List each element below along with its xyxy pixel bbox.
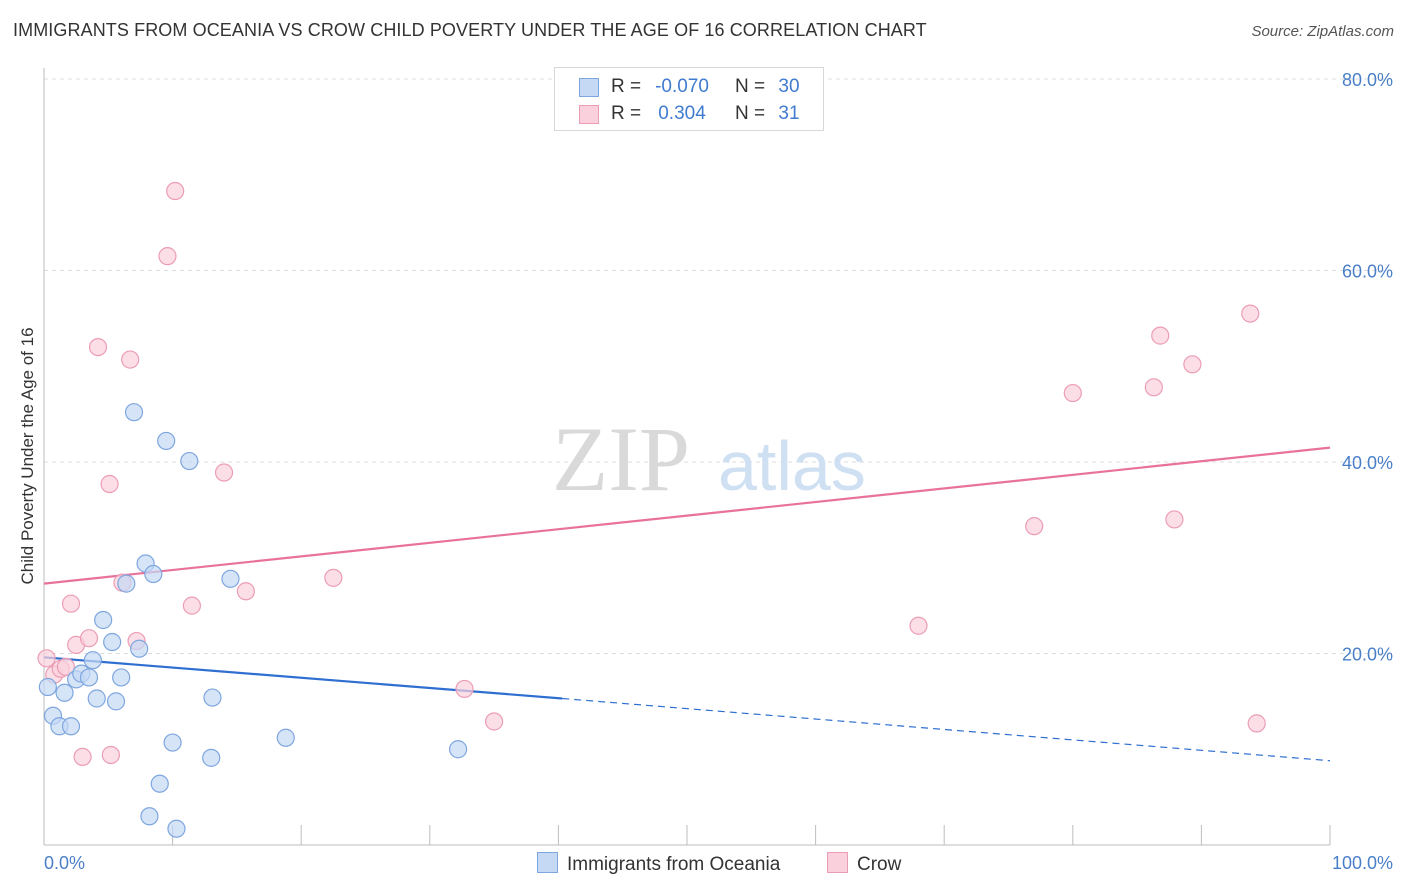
source-label: Source: ZipAtlas.com [1251, 23, 1394, 40]
oceania-point [79, 668, 99, 687]
legend-row-crow: R = 0.304 N = 31 [555, 101, 823, 127]
crow-point [455, 679, 474, 699]
crow-point [88, 338, 108, 357]
crow-point [236, 582, 256, 601]
oceania-point [203, 688, 222, 707]
oceania-point [144, 564, 163, 584]
legend-item-oceania[interactable]: Immigrants from Oceania [537, 852, 780, 876]
crow-point [485, 712, 504, 731]
oceania-point [103, 632, 122, 652]
oceania-point [150, 774, 169, 793]
n-label: N = [735, 103, 766, 124]
crow-point [37, 649, 56, 668]
tick-labels: 20.0% 40.0% 60.0% 80.0% 0.0% 100.0% [44, 70, 1393, 873]
crow-point [61, 594, 81, 613]
oceania-point [117, 574, 136, 593]
crow-point [121, 350, 140, 369]
oceania-swatch [579, 78, 599, 97]
n-label: N = [735, 76, 766, 97]
crow-point [1025, 517, 1044, 536]
y-tick-label: 80.0% [1342, 70, 1393, 90]
r-label: R = [611, 103, 642, 124]
x-tick-label-max: 100.0% [1332, 853, 1393, 873]
y-tick-label: 60.0% [1342, 262, 1393, 282]
n-value: 30 [778, 76, 800, 97]
axes [43, 68, 1331, 846]
oceania-point [167, 819, 186, 838]
crow-point [73, 747, 92, 767]
crow-point [56, 657, 75, 677]
watermark: ZIP atlas [552, 408, 866, 510]
crow-point [100, 474, 119, 494]
crow-point [1247, 714, 1266, 733]
crow-point [182, 596, 201, 615]
crow-point [214, 463, 234, 482]
crow-point [166, 181, 185, 201]
crow-point [1151, 326, 1170, 345]
legend-row-oceania: R = -0.070 N = 30 [555, 74, 823, 100]
x-tick-label-min: 0.0% [44, 853, 85, 873]
crow-point [1183, 355, 1202, 374]
y-tick-label: 20.0% [1342, 645, 1393, 665]
oceania-point [83, 651, 102, 670]
oceania-trend-extension [562, 697, 1331, 762]
y-tick-label: 40.0% [1342, 453, 1393, 473]
crow-point [1241, 304, 1260, 323]
oceania-point [180, 451, 199, 471]
oceania-point [112, 668, 131, 687]
oceania-point [124, 403, 144, 422]
oceania-legend-swatch [537, 852, 558, 873]
oceania-point [157, 431, 176, 451]
oceania-point [87, 689, 106, 708]
crow-point [158, 247, 177, 266]
oceania-point [130, 639, 149, 658]
oceania-point [61, 717, 81, 736]
oceania-trend-line [43, 656, 563, 700]
crow-point [1165, 510, 1184, 529]
crow-point [1144, 378, 1163, 397]
oceania-point [163, 733, 182, 752]
oceania-point [38, 677, 57, 697]
r-value: -0.070 [655, 76, 709, 97]
oceania-legend-label: Immigrants from Oceania [567, 854, 781, 875]
oceania-point [94, 610, 113, 630]
crow-legend-swatch [827, 852, 848, 873]
oceania-point [55, 683, 74, 702]
crow-point [324, 568, 343, 587]
chart-title: IMMIGRANTS FROM OCEANIA VS CROW CHILD PO… [13, 20, 927, 40]
watermark-zip: ZIP [552, 408, 690, 510]
crow-swatch [579, 105, 599, 124]
stats-legend: R = -0.070 N = 30 R = 0.304 N = 31 [554, 67, 824, 131]
crow-point [1063, 383, 1082, 403]
data-points [37, 181, 1266, 838]
oceania-point [276, 728, 295, 747]
trend-lines [43, 446, 1331, 762]
watermark-atlas: atlas [718, 427, 866, 505]
crow-point [101, 745, 120, 765]
oceania-point [202, 748, 221, 767]
crow-point [909, 616, 928, 635]
crow-trend-line [43, 446, 1331, 585]
r-label: R = [611, 76, 642, 97]
crow-legend-label: Crow [857, 854, 902, 875]
oceania-point [106, 692, 126, 711]
oceania-point [221, 569, 240, 588]
oceania-point [140, 807, 159, 826]
crow-point [79, 629, 99, 648]
legend-item-crow[interactable]: Crow [827, 852, 901, 876]
oceania-point [448, 740, 468, 759]
n-value: 31 [778, 103, 800, 124]
r-value: 0.304 [658, 103, 706, 124]
